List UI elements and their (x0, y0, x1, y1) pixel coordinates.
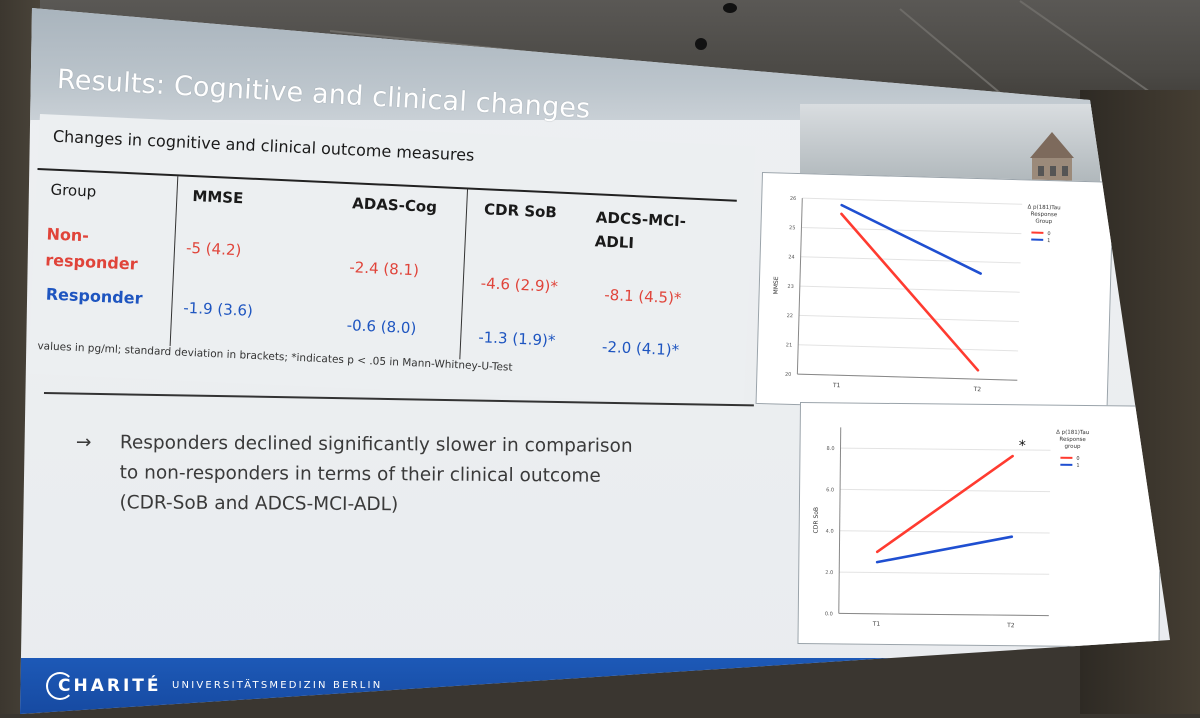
legend-label-1: 1 (1047, 238, 1050, 244)
y-axis-label: MMSE (773, 276, 781, 294)
legend-title: Δ p(181)Tau (1027, 204, 1060, 211)
cell-resp-adcs: -2.0 (4.1)* (602, 338, 680, 359)
y-tick-label: 2.0 (825, 570, 833, 576)
row-label-responder: Responder (45, 284, 142, 307)
column-header-cdr-sob: CDR SoB (484, 200, 558, 221)
legend-title: Response (1059, 437, 1086, 443)
legend-label-0: 0 (1047, 231, 1050, 237)
gridline (839, 572, 1049, 574)
gridline (840, 531, 1050, 533)
column-header-adas-cog: ADAS-Cog (352, 194, 437, 216)
ceiling-fixture-icon (723, 3, 737, 13)
y-tick-label: 0.0 (825, 611, 833, 617)
footer-band: CHARITÉ UNIVERSITÄTSMEDIZIN BERLIN 10 (20, 658, 1200, 718)
y-tick-label: 24 (788, 254, 795, 260)
legend-label-0: 0 (1076, 456, 1079, 462)
row-label-non-responder-line2: responder (45, 250, 138, 273)
cell-resp-cdr: -1.3 (1.9)* (478, 328, 556, 349)
significance-marker: * (1019, 438, 1026, 454)
x-axis (797, 374, 1017, 380)
logo-text: CHARITÉ (58, 676, 162, 696)
legend-title: group (1065, 444, 1082, 450)
series-line-1 (877, 535, 1012, 563)
legend-title: Δ p(181)Tau (1056, 430, 1089, 436)
y-tick-label: 21 (786, 342, 793, 348)
cell-resp-mmse: -1.9 (3.6) (183, 299, 253, 320)
cell-nonresp-adas: -2.4 (8.1) (349, 258, 419, 279)
y-tick-label: 23 (787, 284, 794, 290)
cell-nonresp-adcs: -8.1 (4.5)* (604, 286, 682, 307)
conclusion-block: → Responders declined significantly slow… (76, 428, 636, 432)
y-tick-label: 20 (785, 372, 792, 378)
logo-subtitle: UNIVERSITÄTSMEDIZIN BERLIN (172, 680, 382, 691)
x-tick-label: T1 (872, 621, 881, 628)
series-line-1 (840, 205, 983, 273)
presentation-slide: Results: Cognitive and clinical changes … (20, 8, 1200, 714)
y-tick-label: 4.0 (826, 529, 834, 535)
results-table: Changes in cognitive and clinical outcom… (28, 114, 755, 406)
ceiling-seam (1019, 0, 1151, 93)
projector-icon (695, 38, 707, 50)
mmse-chart-svg: 20 21 22 23 24 25 26 T1 T2 MMSE Δ p(181)TauRespon… (757, 173, 1113, 413)
gridline (802, 198, 1022, 204)
gridline (801, 227, 1021, 233)
y-tick-label: 6.0 (826, 487, 834, 493)
x-tick-label: T2 (1006, 622, 1015, 629)
gridline (799, 315, 1019, 321)
gridline (801, 257, 1021, 263)
y-axis-label: CDR SoB (813, 507, 820, 534)
row-label-non-responder-line1: Non- (46, 224, 89, 245)
series-line-0 (877, 455, 1012, 554)
x-tick-label: T1 (832, 382, 841, 389)
table-column-divider (459, 189, 468, 359)
legend-label-1: 1 (1076, 463, 1079, 469)
y-tick-label: 26 (790, 196, 797, 202)
cell-nonresp-mmse: -5 (4.2) (186, 239, 242, 259)
y-tick-label: 8.0 (827, 446, 835, 452)
arrow-right-icon: → (76, 428, 92, 458)
legend-title: Group (1035, 219, 1052, 225)
cdr-chart-svg: 0.0 2.0 4.0 6.0 8.0 T1 T2 CDR SoB * Δ p(181)TauR… (798, 403, 1160, 647)
gridline (840, 489, 1050, 491)
column-header-mmse: MMSE (192, 187, 244, 207)
column-header-group: Group (50, 181, 96, 201)
legend-title: Response (1031, 212, 1058, 219)
y-tick-label: 25 (789, 225, 796, 231)
gridline (798, 345, 1018, 351)
conclusion-text: Responders declined significantly slower… (119, 428, 640, 522)
column-header-adcs: ADCS-MCI-ADLI (594, 205, 716, 258)
x-axis (839, 613, 1049, 615)
table-caption: Changes in cognitive and clinical outcom… (53, 127, 475, 165)
cell-nonresp-cdr: -4.6 (2.9)* (480, 274, 558, 295)
y-axis (839, 427, 841, 613)
cell-resp-adas: -0.6 (8.0) (346, 316, 416, 337)
x-tick-label: T2 (973, 386, 982, 393)
y-tick-label: 22 (787, 313, 794, 319)
table-column-divider (170, 176, 179, 346)
